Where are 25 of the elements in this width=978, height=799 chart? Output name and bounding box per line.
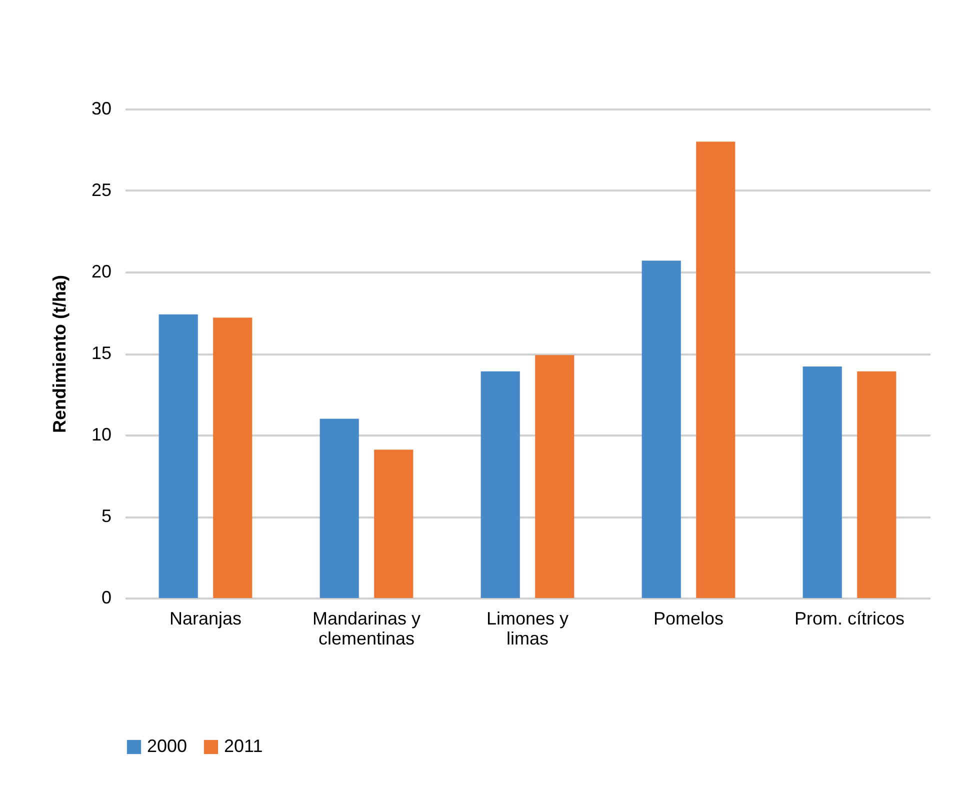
legend-label: 2000 bbox=[147, 736, 188, 756]
legend-label: 2011 bbox=[224, 736, 263, 756]
y-tick-label: 15 bbox=[91, 343, 112, 363]
x-tick-label: Limones y limas bbox=[486, 608, 569, 648]
bar bbox=[213, 318, 252, 598]
x-tick-label: Prom. cítricos bbox=[794, 608, 905, 628]
y-tick-label: 25 bbox=[91, 180, 112, 200]
y-axis-title: Rendimiento (t/ha) bbox=[49, 275, 70, 433]
y-tick-label: 30 bbox=[91, 98, 112, 118]
bar bbox=[696, 142, 736, 598]
bar bbox=[158, 314, 198, 598]
bar bbox=[642, 260, 681, 598]
bar bbox=[535, 355, 574, 598]
y-tick-label: 0 bbox=[101, 588, 112, 608]
bar bbox=[320, 418, 359, 598]
bar bbox=[374, 450, 414, 598]
x-tick-label: Naranjas bbox=[169, 608, 242, 628]
x-tick-label: Mandarinas y clementinas bbox=[312, 608, 421, 648]
y-tick-label: 20 bbox=[91, 262, 112, 282]
bar bbox=[802, 366, 842, 598]
x-tick-label: Pomelos bbox=[653, 608, 724, 628]
bar bbox=[857, 371, 896, 598]
y-tick-label: 5 bbox=[101, 506, 112, 526]
bar bbox=[480, 371, 520, 598]
y-tick-label: 10 bbox=[91, 424, 112, 444]
